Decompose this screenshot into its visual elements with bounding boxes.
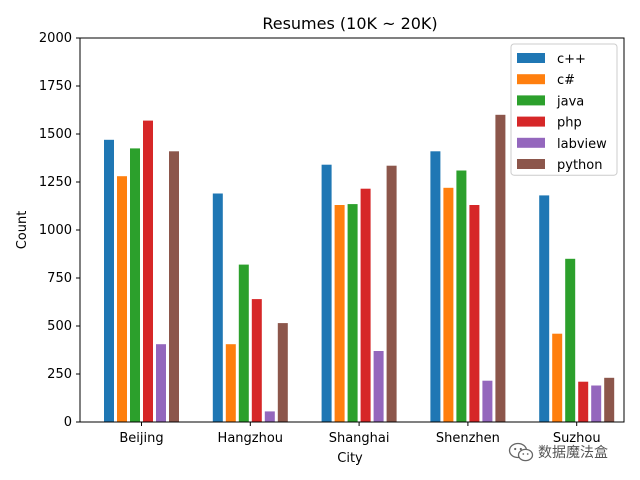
bar-csharp-hangzhou — [225, 344, 236, 422]
y-tick-label: 1000 — [39, 223, 72, 238]
wechat-icon — [508, 442, 534, 462]
bar-php-hangzhou — [251, 299, 262, 422]
bar-labview-shanghai — [373, 351, 384, 422]
bar-cpp-shanghai — [321, 164, 332, 422]
legend-swatch — [517, 116, 545, 127]
bar-labview-hangzhou — [264, 411, 275, 422]
bar-php-shanghai — [360, 188, 371, 422]
legend-label: python — [557, 158, 602, 173]
legend-label: c++ — [557, 52, 586, 67]
bar-java-shanghai — [347, 204, 358, 422]
bar-python-suzhou — [604, 377, 615, 422]
y-tick-label: 1250 — [39, 175, 72, 190]
x-tick-label: Hangzhou — [218, 431, 284, 446]
x-tick-label: Suzhou — [553, 431, 601, 446]
axes-group: 0 250 500 750 1000 1250 1500 1750 2000 Beijing Han… — [39, 31, 625, 446]
bar-java-shenzhen — [456, 170, 467, 422]
x-tick-label: Shenzhen — [436, 431, 500, 446]
y-tick-label: 1500 — [39, 127, 72, 142]
bar-java-hangzhou — [238, 264, 249, 422]
y-tick-label: 2000 — [39, 31, 72, 46]
legend-swatch — [517, 74, 545, 85]
legend-label: c# — [557, 73, 575, 88]
bar-labview-suzhou — [591, 385, 602, 422]
bar-python-hangzhou — [277, 323, 288, 422]
y-tick-label: 750 — [47, 271, 72, 286]
bar-php-suzhou — [578, 381, 589, 422]
bar-cpp-shenzhen — [430, 151, 441, 423]
legend: c++ c# java php labview python — [510, 43, 618, 176]
bar-csharp-shenzhen — [443, 187, 454, 422]
watermark-text: 数据魔法盒 — [538, 445, 608, 461]
bar-java-suzhou — [565, 258, 576, 422]
bar-csharp-shanghai — [334, 205, 345, 422]
x-tick-label: Beijing — [119, 431, 163, 446]
legend-label: java — [556, 94, 584, 109]
bar-cpp-suzhou — [539, 195, 550, 422]
bar-csharp-suzhou — [552, 333, 563, 422]
x-tick-label: Shanghai — [329, 431, 390, 446]
legend-swatch — [517, 53, 545, 63]
legend-swatch — [517, 137, 545, 148]
x-axis-label: City — [337, 451, 363, 466]
bar-php-shenzhen — [469, 205, 480, 422]
legend-label: php — [557, 116, 582, 131]
watermark: 数据魔法盒 — [508, 440, 608, 464]
legend-label: labview — [557, 137, 607, 152]
bar-python-beijing — [169, 151, 179, 423]
chart-title: Resumes (10K ~ 20K) — [262, 14, 437, 33]
bar-php-beijing — [143, 120, 153, 422]
y-tick-label: 1750 — [39, 79, 72, 94]
y-tick-label: 250 — [47, 367, 72, 382]
y-tick-label: 0 — [64, 415, 72, 430]
bar-cpp-hangzhou — [212, 193, 223, 422]
bar-labview-shenzhen — [482, 380, 493, 422]
y-axis-label: Count — [15, 211, 30, 250]
bar-labview-beijing — [156, 344, 166, 422]
legend-swatch — [517, 159, 545, 169]
bar-cpp-beijing — [104, 139, 114, 423]
legend-swatch — [517, 95, 545, 106]
bar-python-shenzhen — [495, 114, 506, 423]
bar-java-beijing — [130, 148, 140, 422]
bars-group — [104, 114, 615, 423]
bar-csharp-beijing — [117, 176, 127, 422]
bar-python-shanghai — [386, 165, 397, 422]
y-tick-label: 500 — [47, 319, 72, 334]
